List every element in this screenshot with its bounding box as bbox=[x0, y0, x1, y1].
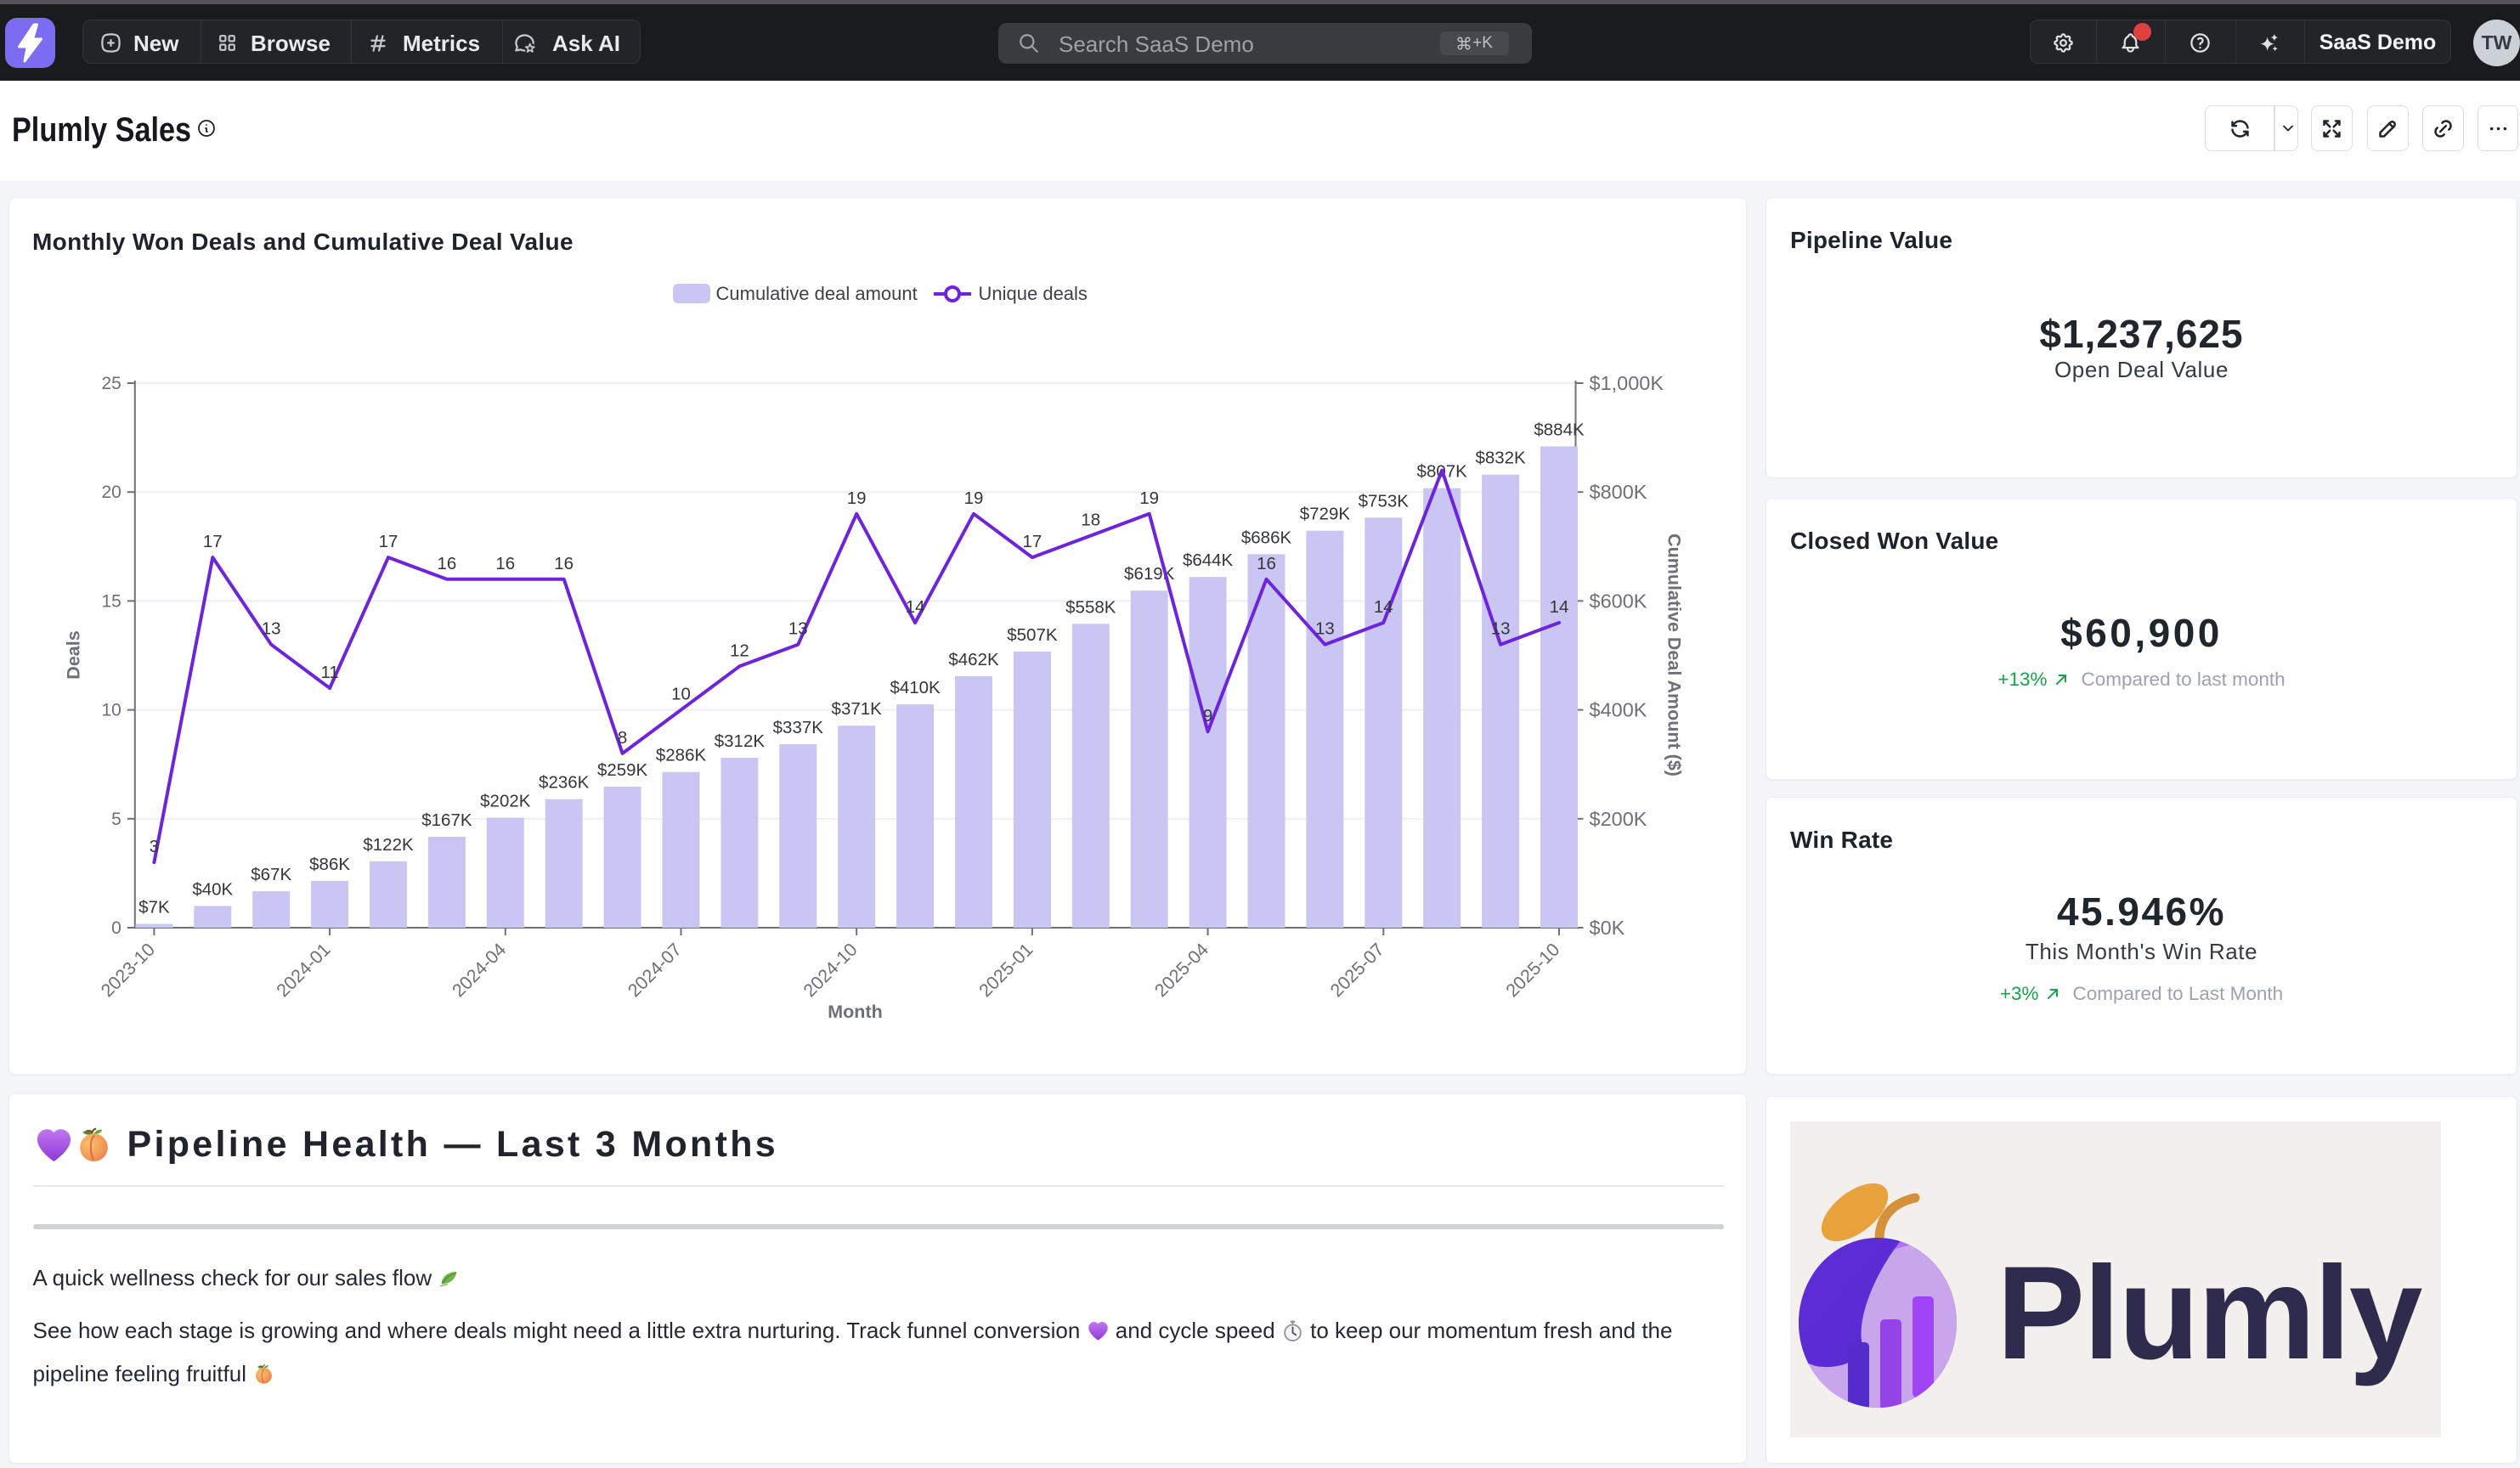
svg-text:$507K: $507K bbox=[1007, 625, 1058, 645]
svg-text:$558K: $558K bbox=[1065, 597, 1116, 617]
svg-text:11: 11 bbox=[320, 663, 338, 682]
svg-text:Month: Month bbox=[828, 1002, 882, 1022]
svg-text:$200K: $200K bbox=[1589, 808, 1647, 830]
svg-text:2025-01: 2025-01 bbox=[975, 940, 1037, 1002]
svg-text:25: 25 bbox=[101, 374, 121, 393]
svg-text:$312K: $312K bbox=[714, 731, 765, 751]
svg-text:2025-07: 2025-07 bbox=[1326, 940, 1388, 1002]
svg-text:13: 13 bbox=[1490, 619, 1510, 639]
svg-text:2025-10: 2025-10 bbox=[1501, 940, 1563, 1002]
svg-text:12: 12 bbox=[729, 641, 749, 660]
svg-text:$122K: $122K bbox=[363, 835, 414, 855]
svg-text:$371K: $371K bbox=[831, 699, 882, 719]
svg-text:$600K: $600K bbox=[1589, 590, 1647, 612]
svg-text:13: 13 bbox=[261, 619, 280, 639]
svg-text:19: 19 bbox=[846, 488, 866, 508]
svg-text:$729K: $729K bbox=[1299, 505, 1350, 524]
svg-text:Deals: Deals bbox=[63, 630, 83, 679]
svg-text:18: 18 bbox=[1081, 511, 1100, 530]
svg-text:15: 15 bbox=[101, 591, 121, 611]
svg-text:17: 17 bbox=[1022, 532, 1042, 551]
svg-text:9: 9 bbox=[1202, 706, 1212, 726]
svg-text:5: 5 bbox=[111, 810, 121, 829]
svg-text:$337K: $337K bbox=[772, 718, 823, 737]
svg-text:$619K: $619K bbox=[1124, 564, 1175, 584]
svg-text:16: 16 bbox=[554, 554, 573, 573]
svg-text:$86K: $86K bbox=[309, 855, 350, 874]
svg-text:$686K: $686K bbox=[1240, 528, 1291, 547]
svg-text:$259K: $259K bbox=[596, 760, 647, 780]
svg-text:16: 16 bbox=[437, 554, 456, 573]
svg-text:$462K: $462K bbox=[948, 650, 999, 669]
svg-text:$236K: $236K bbox=[539, 773, 590, 793]
svg-text:19: 19 bbox=[1139, 488, 1159, 508]
svg-text:13: 13 bbox=[1314, 619, 1334, 639]
svg-text:14: 14 bbox=[1373, 597, 1393, 617]
svg-text:19: 19 bbox=[963, 488, 983, 508]
svg-text:$410K: $410K bbox=[890, 678, 941, 697]
svg-text:$1,000K: $1,000K bbox=[1589, 372, 1664, 394]
svg-text:2024-07: 2024-07 bbox=[624, 940, 686, 1002]
svg-text:$753K: $753K bbox=[1358, 491, 1409, 511]
svg-text:2024-10: 2024-10 bbox=[799, 940, 861, 1002]
svg-text:$67K: $67K bbox=[251, 865, 291, 884]
svg-text:10: 10 bbox=[671, 685, 691, 704]
svg-text:2025-04: 2025-04 bbox=[1150, 940, 1212, 1002]
svg-text:$40K: $40K bbox=[192, 879, 233, 899]
svg-text:$400K: $400K bbox=[1589, 699, 1647, 721]
svg-text:20: 20 bbox=[101, 483, 121, 502]
svg-text:$884K: $884K bbox=[1534, 420, 1585, 439]
svg-text:14: 14 bbox=[1549, 597, 1568, 617]
svg-text:16: 16 bbox=[1257, 554, 1276, 573]
svg-text:$644K: $644K bbox=[1182, 550, 1233, 570]
svg-text:0: 0 bbox=[111, 918, 121, 938]
svg-text:2024-01: 2024-01 bbox=[272, 940, 334, 1002]
svg-text:$167K: $167K bbox=[421, 810, 472, 830]
svg-text:$7K: $7K bbox=[138, 898, 170, 918]
svg-text:13: 13 bbox=[788, 619, 807, 639]
svg-text:Plumly: Plumly bbox=[1997, 1239, 2422, 1387]
svg-text:17: 17 bbox=[378, 532, 398, 551]
svg-text:$202K: $202K bbox=[480, 792, 531, 811]
svg-text:$800K: $800K bbox=[1589, 481, 1647, 503]
svg-text:Cumulative Deal Amount ($): Cumulative Deal Amount ($) bbox=[1664, 534, 1684, 776]
svg-text:10: 10 bbox=[101, 701, 121, 720]
svg-text:$0K: $0K bbox=[1589, 917, 1624, 939]
svg-text:2024-04: 2024-04 bbox=[448, 940, 510, 1002]
svg-text:14: 14 bbox=[905, 597, 924, 617]
svg-text:16: 16 bbox=[495, 554, 515, 573]
svg-text:$286K: $286K bbox=[655, 746, 706, 765]
svg-text:$832K: $832K bbox=[1475, 449, 1526, 468]
svg-text:8: 8 bbox=[617, 728, 626, 748]
svg-text:2023-10: 2023-10 bbox=[97, 940, 159, 1002]
svg-text:3: 3 bbox=[149, 837, 158, 856]
svg-text:17: 17 bbox=[202, 532, 222, 551]
